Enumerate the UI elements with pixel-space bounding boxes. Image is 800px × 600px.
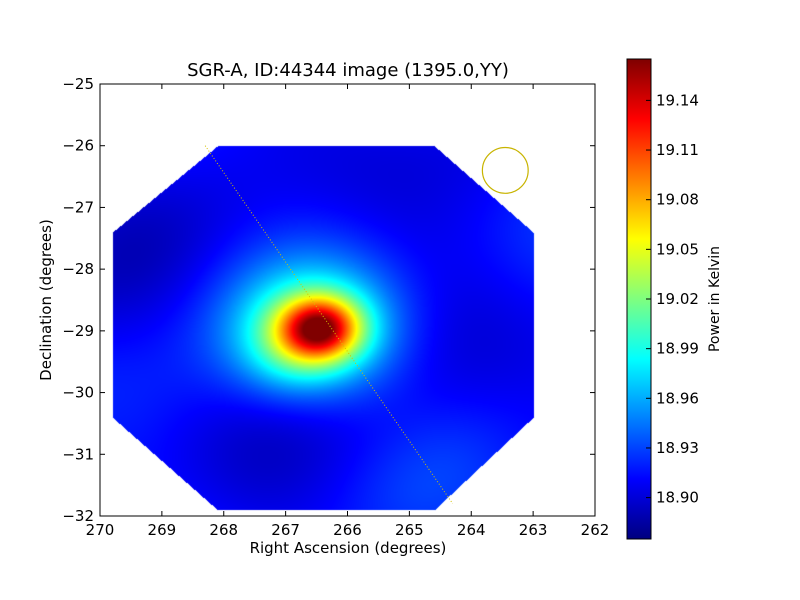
- colorbar-tick-label: 19.05: [656, 240, 699, 258]
- colorbar-label: Power in Kelvin: [707, 246, 723, 352]
- y-tick-label: −30: [62, 384, 94, 402]
- x-tick-label: 269: [148, 521, 177, 539]
- colorbar-tick-label: 19.08: [656, 191, 699, 209]
- colorbar-tick-label: 18.96: [656, 389, 699, 407]
- x-tick-label: 262: [581, 521, 610, 539]
- heatmap-image: [100, 84, 595, 516]
- x-tick-label: 263: [519, 521, 548, 539]
- y-axis: −25 −26 −27 −28 −29 −30 −31 −32: [62, 75, 595, 525]
- beam-circle: [481, 146, 529, 194]
- y-tick-label: −27: [62, 198, 94, 216]
- y-tick-label: −26: [62, 137, 94, 155]
- colorbar-tick-label: 18.93: [656, 439, 699, 457]
- x-tick-label: 267: [271, 521, 300, 539]
- x-axis-label: Right Ascension (degrees): [250, 539, 447, 557]
- colorbar-tick-label: 18.90: [656, 489, 699, 507]
- colorbar-tick-label: 19.02: [656, 290, 699, 308]
- x-tick-label: 268: [209, 521, 238, 539]
- y-tick-label: −29: [62, 322, 94, 340]
- y-tick-label: −28: [62, 260, 94, 278]
- y-tick-label: −31: [62, 445, 94, 463]
- colorbar-tick-label: 19.11: [656, 141, 699, 159]
- colorbar-ticks: 18.90 18.93 18.96 18.99 19.02 19.05 19.08 19.11…: [646, 91, 699, 507]
- y-axis-label: Declination (degrees): [37, 219, 55, 381]
- chart-title: SGR-A, ID:44344 image (1395.0,YY): [187, 60, 509, 81]
- x-tick-label: 265: [395, 521, 424, 539]
- x-tick-label: 266: [333, 521, 362, 539]
- x-tick-label: 264: [457, 521, 486, 539]
- colorbar-tick-label: 19.14: [656, 91, 699, 109]
- scan-path-line: [204, 145, 454, 504]
- overlay-layer: [204, 145, 529, 504]
- colorbar-tick-label: 18.99: [656, 340, 699, 358]
- x-tick-label: 270: [86, 521, 115, 539]
- y-tick-label: −32: [62, 507, 94, 525]
- x-axis: 270 269 268 267 266 265 264 263 262: [86, 84, 610, 539]
- y-tick-label: −25: [62, 75, 94, 93]
